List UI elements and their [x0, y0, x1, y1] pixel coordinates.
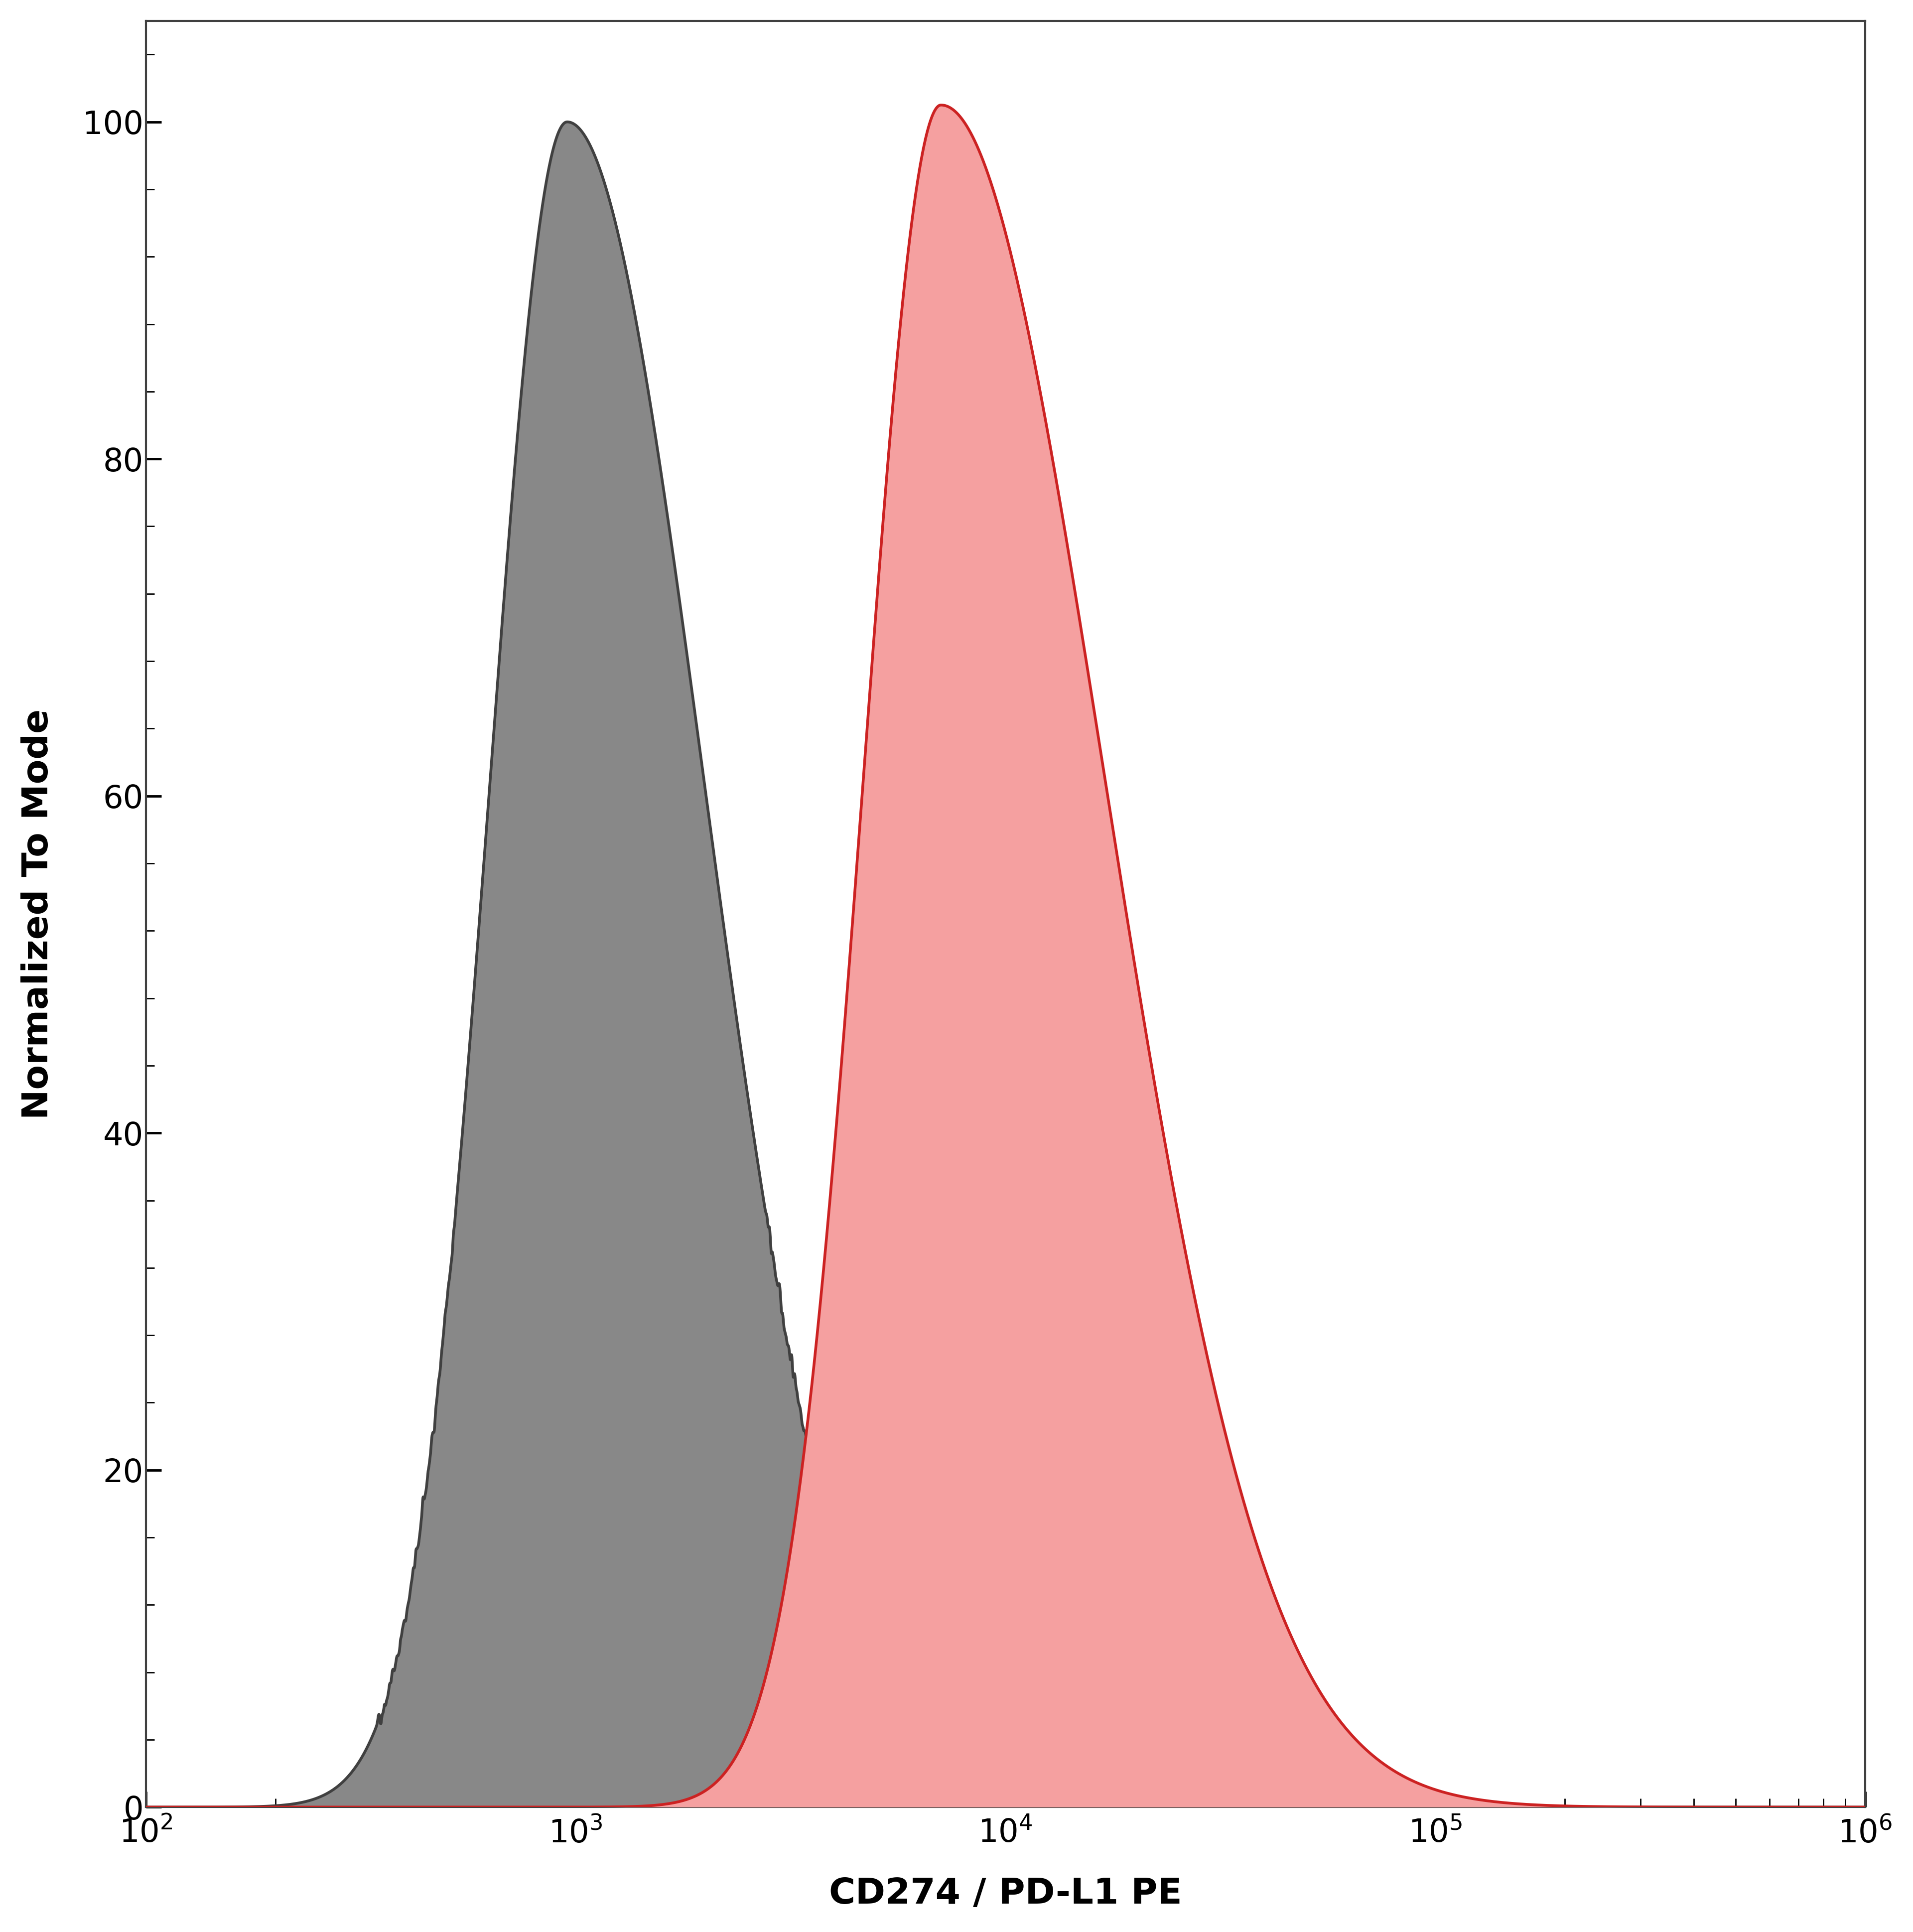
X-axis label: CD274 / PD-L1 PE: CD274 / PD-L1 PE [828, 1876, 1182, 1911]
Y-axis label: Normalized To Mode: Normalized To Mode [21, 709, 55, 1119]
